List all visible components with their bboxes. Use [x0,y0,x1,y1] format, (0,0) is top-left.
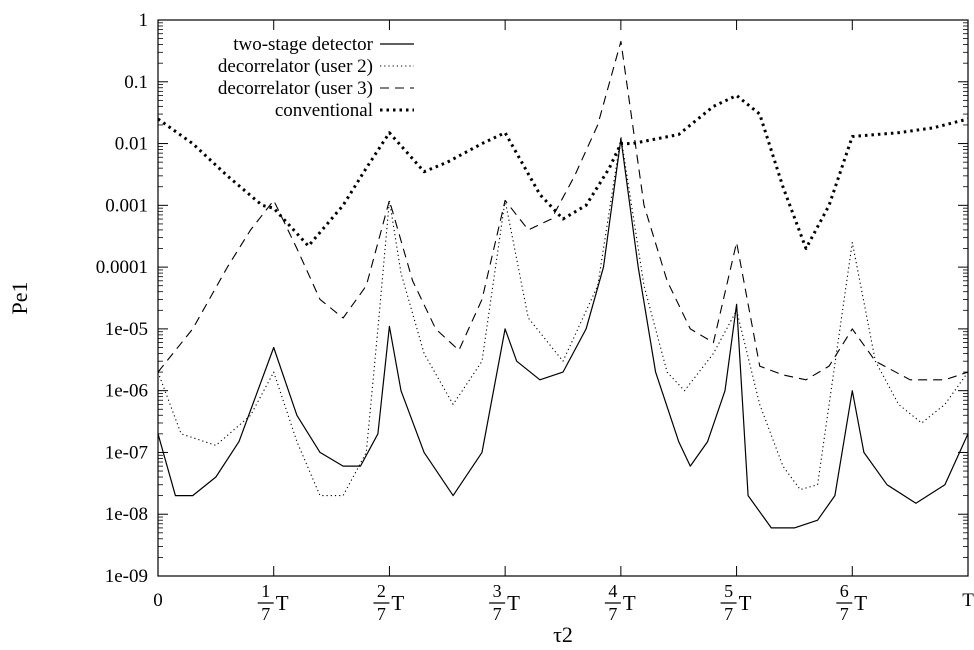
x-tick-label: 0 [153,590,163,611]
plot-frame [157,19,969,577]
x-tick-label: 1 7 T [257,581,289,624]
x-tick-denominator: 7 [261,604,270,624]
x-tick-numerator: 5 [724,581,733,601]
x-tick-numerator: 4 [608,581,617,601]
x-tick-label: 3 7 T [489,581,520,624]
series-layer [157,40,969,529]
legend-label: conventional [275,100,373,121]
x-tick-denominator: 7 [724,604,733,624]
x-tick-label: 6 7 T [836,581,867,624]
series-line-4 [157,94,969,250]
x-tick-denominator: 7 [608,604,617,624]
y-tick-label: 0.001 [105,195,148,216]
x-tick-suffix: T [276,591,289,615]
series-line-2 [157,135,969,497]
x-tick-label: 2 7 T [373,581,404,624]
series-line-1 [157,138,969,529]
legend-label: two-stage detector [233,34,373,55]
series-line-3 [157,40,969,381]
x-axis-label: τ2 [553,622,573,647]
y-axis-label: Pe1 [7,282,32,315]
x-tick-numerator: 6 [840,581,849,601]
x-tick-label: 4 7 T [604,581,636,624]
x-tick-suffix: T [623,591,636,615]
y-tick-label: 0.1 [124,72,148,93]
x-tick-numerator: 3 [493,581,502,601]
y-tick-label: 1e-05 [105,319,148,340]
x-tick-suffix: T [854,591,867,615]
y-tick-label: 1e-08 [105,504,148,525]
y-tick-label: 0.0001 [96,257,148,278]
x-tick-suffix: T [507,591,520,615]
legend-label: decorrelator (user 3) [218,78,373,99]
ticks-layer: 1e-09 1e-08 1e-07 1e-06 1e-05 0.0001 0.001 0.01… [96,10,974,624]
x-tick-numerator: 2 [377,581,386,601]
y-tick-label: 1 [139,10,149,31]
legend-label: decorrelator (user 2) [218,56,373,77]
y-tick-label: 1e-07 [105,442,148,463]
y-tick-label: 1e-06 [105,381,148,402]
x-tick-suffix: T [391,591,404,615]
y-tick-label: 0.01 [115,134,148,155]
x-tick-label: 5 7 T [720,581,752,624]
x-tick-numerator: 1 [261,581,270,601]
x-tick-denominator: 7 [377,604,386,624]
x-tick-denominator: 7 [840,604,849,624]
x-tick-suffix: T [739,591,752,615]
x-tick-denominator: 7 [493,604,502,624]
y-tick-label: 1e-09 [105,566,148,587]
x-tick-label: T [962,590,974,611]
